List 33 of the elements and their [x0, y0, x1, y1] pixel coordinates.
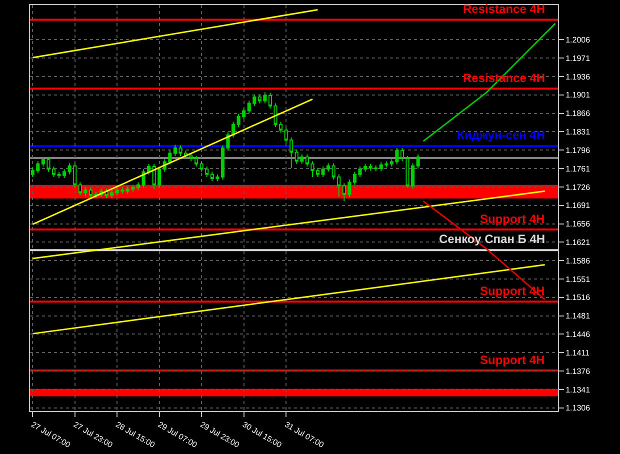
x-tick-label: 31 Jul 07:00 — [283, 420, 326, 450]
ref-line-label: Support 4H — [480, 353, 545, 367]
ref-line-label: Киджун-сен 4H — [457, 128, 546, 142]
y-tick-label: 1.1691 — [566, 201, 591, 210]
y-tick-label: 1.1656 — [566, 220, 591, 229]
y-tick-label: 1.1831 — [566, 128, 591, 137]
y-tick-label: 1.1796 — [566, 146, 591, 155]
x-tick-label: 27 Jul 23:00 — [72, 420, 115, 450]
y-tick-label: 1.1446 — [566, 330, 591, 340]
ref-line-label: Resistance 4H — [463, 2, 546, 16]
x-tick-label: 29 Jul 23:00 — [198, 420, 242, 450]
y-tick-label: 1.1621 — [566, 238, 591, 247]
y-tick-label: 1.2006 — [566, 36, 591, 45]
y-tick-label: 1.1306 — [566, 404, 591, 413]
ref-line-label: Support 4H — [480, 212, 545, 226]
y-tick-label: 1.1936 — [566, 72, 591, 82]
y-tick-label: 1.1516 — [566, 293, 591, 302]
y-tick-label: 1.1586 — [566, 256, 591, 266]
x-tick-label: 28 Jul 15:00 — [114, 420, 157, 450]
y-tick-label: 1.1376 — [566, 366, 591, 376]
x-tick-label: 30 Jul 15:00 — [240, 420, 284, 450]
y-tick-label: 1.1866 — [566, 109, 591, 118]
y-tick-label: 1.1341 — [566, 385, 591, 394]
y-tick-label: 1.1411 — [566, 348, 590, 358]
y-tick-label: 1.1726 — [566, 182, 591, 192]
candlestick — [416, 154, 420, 170]
x-tick-label: 27 Jul 07:00 — [30, 420, 72, 450]
y-tick-label: 1.1551 — [566, 274, 591, 284]
y-tick-label: 1.1761 — [566, 164, 591, 174]
y-tick-label: 1.1481 — [566, 312, 591, 321]
x-tick-label: 29 Jul 07:00 — [156, 420, 200, 450]
y-tick-label: 1.1971 — [566, 54, 591, 63]
y-tick-label: 1.1901 — [566, 90, 591, 100]
